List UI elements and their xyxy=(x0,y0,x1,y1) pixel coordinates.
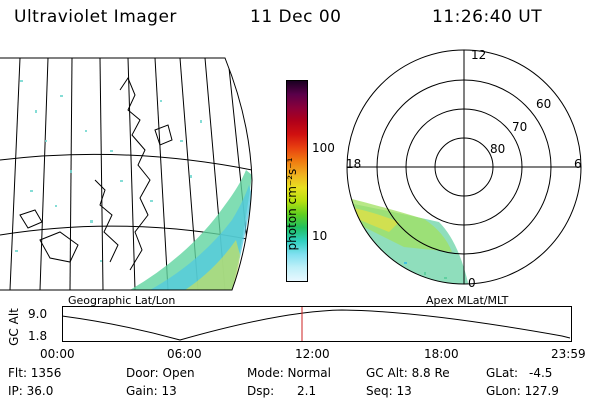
lat-label-60: 60 xyxy=(536,97,552,111)
polar-plot xyxy=(346,49,582,285)
dsp-label: Dsp: xyxy=(247,384,275,398)
date-label: 11 Dec 00 xyxy=(250,7,342,27)
mode-value: Mode: Normal xyxy=(247,366,331,380)
colorbar-unit-label: photon cm⁻²s⁻¹ xyxy=(285,157,299,251)
time-tick-1800: 18:00 xyxy=(424,347,459,361)
colorbar-tick-10: 10 xyxy=(312,229,328,243)
glat-value: -4.5 xyxy=(529,366,553,380)
noise-dots xyxy=(15,80,202,262)
geographic-map xyxy=(0,57,253,291)
door-status: Door: Open xyxy=(126,366,195,380)
time-tick-0000: 00:00 xyxy=(40,347,75,361)
mlt-label-18: 18 xyxy=(346,157,362,171)
lat-label-70: 70 xyxy=(512,120,528,134)
lat-label-80: 80 xyxy=(490,142,506,156)
geo-panel-label: Geographic Lat/Lon xyxy=(68,294,176,307)
mlt-label-12: 12 xyxy=(471,48,487,62)
dsp-value: 2.1 xyxy=(297,384,317,398)
flight-number: Flt: 1356 xyxy=(8,366,62,380)
time-tick-2359: 23:59 xyxy=(551,347,586,361)
time-tick-1200: 12:00 xyxy=(295,347,330,361)
altitude-ytick-9: 9.0 xyxy=(28,307,48,321)
polar-panel-label: Apex MLat/MLT xyxy=(426,294,509,307)
glat-label: GLat: xyxy=(486,366,519,380)
gain-value: Gain: 13 xyxy=(126,384,177,398)
geo-grid xyxy=(0,58,252,290)
colorbar-tick-100: 100 xyxy=(312,141,335,155)
mlt-label-6: 6 xyxy=(574,157,582,171)
altitude-plot xyxy=(62,306,572,342)
mlt-label-0: 0 xyxy=(468,276,476,290)
time-tick-0600: 06:00 xyxy=(167,347,202,361)
gc-altitude: GC Alt: 8.8 Re xyxy=(366,366,450,380)
colorbar xyxy=(286,80,308,282)
time-label: 11:26:40 UT xyxy=(432,7,543,27)
altitude-ylabel: GC Alt xyxy=(7,308,21,346)
ip-value: IP: 36.0 xyxy=(8,384,54,398)
instrument-title: Ultraviolet Imager xyxy=(14,7,177,27)
altitude-curve xyxy=(62,309,571,341)
sequence-number: Seq: 13 xyxy=(366,384,412,398)
geo-limb xyxy=(0,57,253,291)
glon-value: GLon: 127.9 xyxy=(486,384,559,398)
altitude-ytick-1-8: 1.8 xyxy=(28,329,48,343)
